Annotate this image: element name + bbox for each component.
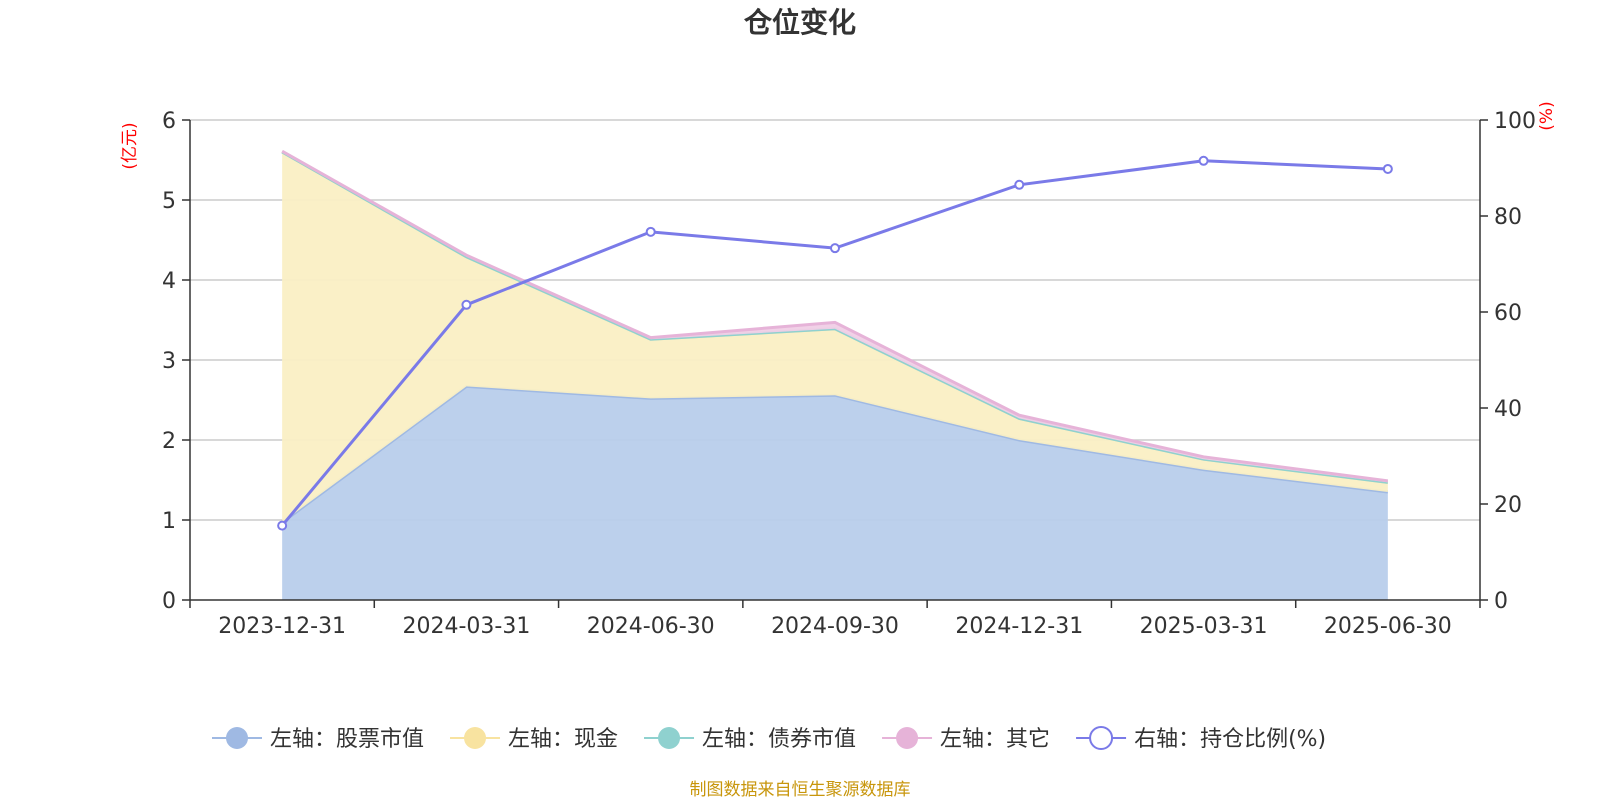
line-series <box>277 155 1393 531</box>
axes <box>182 119 1488 608</box>
position-ratio-point <box>1198 155 1209 166</box>
x-axis-tick-label: 2024-03-31 <box>402 614 530 639</box>
area-series <box>281 149 1389 600</box>
x-axis-tick-label: 2024-09-30 <box>771 614 899 639</box>
legend-label-1: 左轴：现金 <box>508 727 618 752</box>
area-series-0-fill <box>282 386 1388 600</box>
position-ratio-point <box>461 299 472 310</box>
right-axis-tick-label: 40 <box>1494 397 1522 422</box>
legend-swatch-dot <box>896 727 919 749</box>
left-axis-tick-label: 3 <box>162 349 176 374</box>
legend-swatch-dot <box>658 727 681 749</box>
x-axis-tick-label: 2025-03-31 <box>1140 614 1268 639</box>
position-ratio-point <box>1014 179 1025 190</box>
left-axis-tick-label: 5 <box>162 189 176 214</box>
left-axis-unit: (亿元) <box>120 122 140 169</box>
right-axis-unit: (%) <box>1537 101 1557 130</box>
position-ratio-point <box>645 226 656 237</box>
right-axis-tick-label: 80 <box>1494 205 1522 230</box>
legend: 左轴：股票市值 左轴：现金 左轴：债券市值 左轴：其它 右轴：持仓比例(%) <box>212 726 1326 752</box>
right-axis-tick-label: 60 <box>1494 301 1522 326</box>
left-axis-tick-label: 1 <box>162 509 176 534</box>
x-axis-tick-label: 2024-12-31 <box>955 614 1083 639</box>
position-ratio-point <box>277 520 288 531</box>
left-axis-tick-label: 0 <box>162 589 176 614</box>
position-ratio-point <box>1382 163 1393 174</box>
right-axis-tick-label: 0 <box>1494 589 1508 614</box>
area-series-1-fill <box>282 152 1388 523</box>
left-axis-tick-label: 4 <box>162 269 176 294</box>
right-axis-tick-label: 20 <box>1494 493 1522 518</box>
x-axis-tick-label: 2024-06-30 <box>587 614 715 639</box>
data-source-note: 制图数据来自恒生聚源数据库 <box>690 780 911 800</box>
left-axis-tick-label: 6 <box>162 109 176 134</box>
chart-title: 仓位变化 <box>744 6 856 39</box>
left-axis-tick-label: 2 <box>162 429 176 454</box>
legend-label-0: 左轴：股票市值 <box>270 727 424 752</box>
legend-label-4: 右轴：持仓比例(%) <box>1134 727 1326 752</box>
legend-label-3: 左轴：其它 <box>940 727 1050 752</box>
right-axis-tick-label: 100 <box>1494 109 1536 134</box>
legend-swatch-dot <box>1089 726 1114 750</box>
x-axis-tick-label: 2025-06-30 <box>1324 614 1452 639</box>
area-series-3-line <box>281 149 1389 483</box>
legend-swatch-dot <box>464 727 487 749</box>
x-axis-tick-label: 2023-12-31 <box>218 614 346 639</box>
legend-swatch-dot <box>226 727 248 749</box>
legend-label-2: 左轴：债券市值 <box>702 727 856 752</box>
position-ratio-point <box>830 243 840 254</box>
